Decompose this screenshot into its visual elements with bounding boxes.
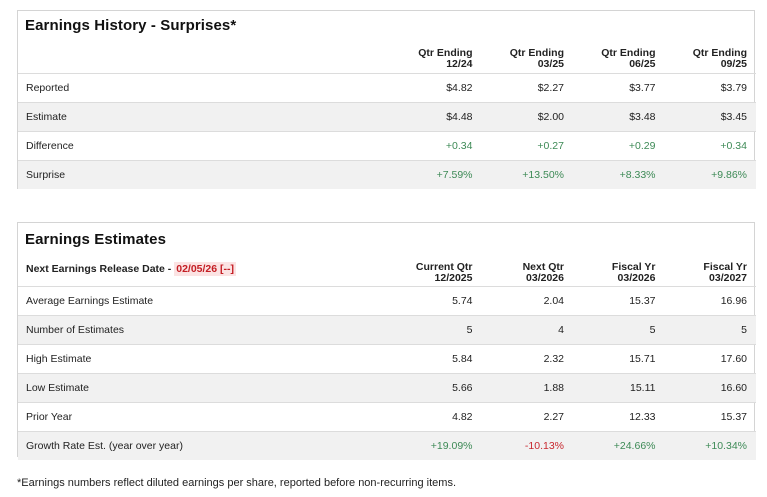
earnings-history-card: Earnings History - Surprises* Qtr Ending… — [17, 10, 756, 189]
table-cell: +0.27 — [537, 139, 564, 152]
table-cell: 5 — [649, 323, 656, 336]
table-cell: 2.27 — [543, 410, 564, 423]
column-header: Qtr Ending 03/25 — [509, 46, 564, 70]
row-label: Prior Year — [26, 410, 73, 423]
table-cell: 1.88 — [543, 381, 564, 394]
table-cell: -10.13% — [524, 439, 564, 452]
table-cell: +0.29 — [628, 139, 656, 152]
row-label: Difference — [26, 139, 74, 152]
table-cell: 2.32 — [543, 352, 564, 365]
table-cell: 5.66 — [452, 381, 473, 394]
row-label: Estimate — [26, 110, 67, 123]
column-header: Qtr Ending 06/25 — [601, 46, 656, 70]
table-cell: 2.04 — [543, 294, 564, 307]
table-cell: $2.00 — [537, 110, 564, 123]
table-cell: +19.09% — [430, 439, 473, 452]
table-cell: +0.34 — [445, 139, 473, 152]
table-cell: 16.96 — [720, 294, 747, 307]
table-cell: 15.37 — [629, 294, 656, 307]
row-label: Surprise — [26, 168, 66, 181]
row-label: Number of Estimates — [26, 323, 125, 336]
row-label: High Estimate — [26, 352, 92, 365]
header-label-cell — [18, 41, 390, 73]
footnote: *Earnings numbers reflect diluted earnin… — [17, 477, 457, 489]
next-release-date-badge: 02/05/26 [--] — [174, 262, 237, 277]
table-cell: $4.48 — [446, 110, 473, 123]
row-label: Average Earnings Estimate — [26, 294, 154, 307]
earnings-history-title: Earnings History - Surprises* — [25, 17, 237, 34]
column-header: Qtr Ending 09/25 — [692, 46, 747, 70]
row-label: Low Estimate — [26, 381, 90, 394]
next-release-label: Next Earnings Release Date - — [26, 263, 175, 276]
table-cell: +9.86% — [711, 168, 747, 181]
table-row: Low Estimate 5.66 1.88 15.11 16.60 — [18, 373, 756, 402]
table-cell: 16.60 — [720, 381, 747, 394]
table-row: Surprise +7.59% +13.50% +8.33% +9.86% — [18, 160, 756, 189]
table-cell: $3.48 — [629, 110, 656, 123]
table-cell: $3.77 — [629, 81, 656, 94]
column-header: Current Qtr 12/2025 — [415, 260, 473, 284]
row-label: Reported — [26, 81, 70, 94]
table-cell: 4.82 — [452, 410, 473, 423]
table-header-row: Next Earnings Release Date - 02/05/26 [-… — [18, 256, 756, 286]
earnings-estimates-table: Next Earnings Release Date - 02/05/26 [-… — [18, 256, 756, 460]
column-header: Fiscal Yr 03/2027 — [703, 260, 747, 284]
table-cell: $3.45 — [720, 110, 747, 123]
next-release-cell: Next Earnings Release Date - 02/05/26 [-… — [18, 256, 390, 286]
table-cell: $2.27 — [537, 81, 564, 94]
table-cell: $4.82 — [446, 81, 473, 94]
table-cell: 12.33 — [629, 410, 656, 423]
table-row: High Estimate 5.84 2.32 15.71 17.60 — [18, 344, 756, 373]
column-header: Fiscal Yr 03/2026 — [611, 260, 656, 284]
table-cell: 5 — [741, 323, 747, 336]
column-header: Next Qtr 03/2026 — [522, 260, 564, 284]
table-cell: 15.37 — [720, 410, 747, 423]
table-row: Prior Year 4.82 2.27 12.33 15.37 — [18, 402, 756, 431]
table-cell: 5.84 — [452, 352, 473, 365]
table-cell: +13.50% — [522, 168, 564, 181]
table-cell: 5 — [466, 323, 473, 336]
table-cell: +10.34% — [705, 439, 747, 452]
earnings-estimates-title: Earnings Estimates — [25, 231, 167, 248]
table-cell: 5.74 — [452, 294, 473, 307]
table-cell: 17.60 — [720, 352, 747, 365]
table-row: Number of Estimates 5 4 5 5 — [18, 315, 756, 344]
table-cell: +7.59% — [436, 168, 473, 181]
table-row: Average Earnings Estimate 5.74 2.04 15.3… — [18, 286, 756, 315]
table-cell: 4 — [558, 323, 564, 336]
row-label: Growth Rate Est. (year over year) — [26, 439, 183, 452]
earnings-estimates-card: Earnings Estimates Next Earnings Release… — [17, 222, 756, 460]
column-header: Qtr Ending 12/24 — [418, 46, 473, 70]
table-header-row: Qtr Ending 12/24 Qtr Ending 03/25 Qtr Endi… — [18, 41, 756, 73]
earnings-history-table: Qtr Ending 12/24 Qtr Ending 03/25 Qtr Endi… — [18, 41, 756, 189]
table-row: Difference +0.34 +0.27 +0.29 +0.34 — [18, 131, 756, 160]
table-cell: +24.66% — [613, 439, 656, 452]
table-cell: 15.11 — [630, 381, 656, 394]
table-cell: +0.34 — [720, 139, 747, 152]
table-cell: $3.79 — [720, 81, 747, 94]
table-row: Growth Rate Est. (year over year) +19.09… — [18, 431, 756, 460]
table-cell: +8.33% — [619, 168, 656, 181]
table-row: Estimate $4.48 $2.00 $3.48 $3.45 — [18, 102, 756, 131]
table-row: Reported $4.82 $2.27 $3.77 $3.79 — [18, 73, 756, 102]
table-cell: 15.71 — [629, 352, 656, 365]
